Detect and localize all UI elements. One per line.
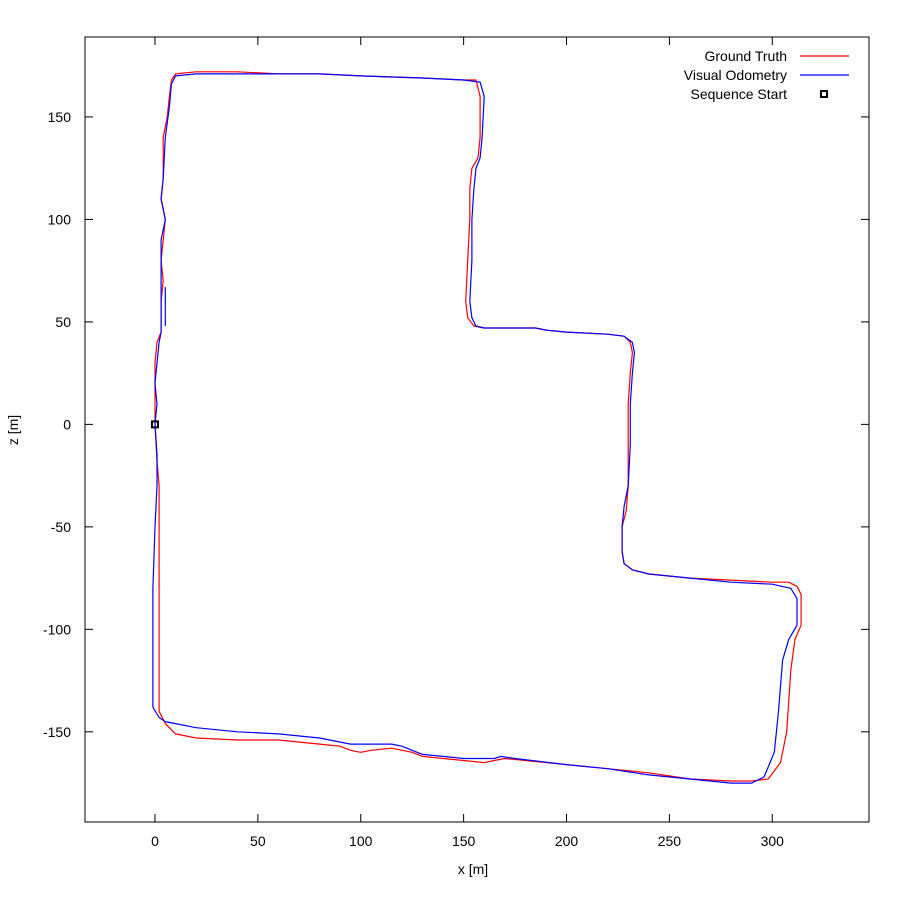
sequence-start-marker [150, 420, 159, 429]
y-tick-label: 150 [48, 109, 72, 125]
y-axis-label: z [m] [5, 415, 21, 445]
legend-marker [820, 90, 828, 98]
legend-label: Ground Truth [705, 48, 788, 64]
y-tick-label: 0 [63, 416, 71, 432]
series-line-1 [152, 73, 798, 784]
series-line-0 [154, 71, 802, 782]
legend-label: Visual Odometry [684, 67, 787, 83]
x-tick-label: 100 [349, 833, 373, 849]
x-tick-label: 150 [452, 833, 476, 849]
y-tick-label: -150 [43, 724, 71, 740]
x-tick-label: 50 [250, 833, 266, 849]
y-tick-label: 100 [48, 211, 72, 227]
y-tick-label: -50 [51, 519, 71, 535]
ticks-layer: 0 50 100 150 200 250 300 -150 -100 -50 0 50 100 150 [43, 37, 869, 849]
y-tick-label: 50 [55, 314, 71, 330]
x-tick-label: 300 [761, 833, 785, 849]
x-axis-label: x [m] [458, 861, 488, 877]
series-layer [150, 71, 802, 784]
plot-area [84, 36, 870, 823]
x-tick-label: 250 [658, 833, 682, 849]
legend-label: Sequence Start [690, 86, 787, 102]
x-tick-label: 0 [151, 833, 159, 849]
legend: Ground Truth Visual Odometry Sequence Star… [684, 48, 849, 102]
x-tick-label: 200 [555, 833, 579, 849]
y-tick-label: -100 [43, 621, 71, 637]
